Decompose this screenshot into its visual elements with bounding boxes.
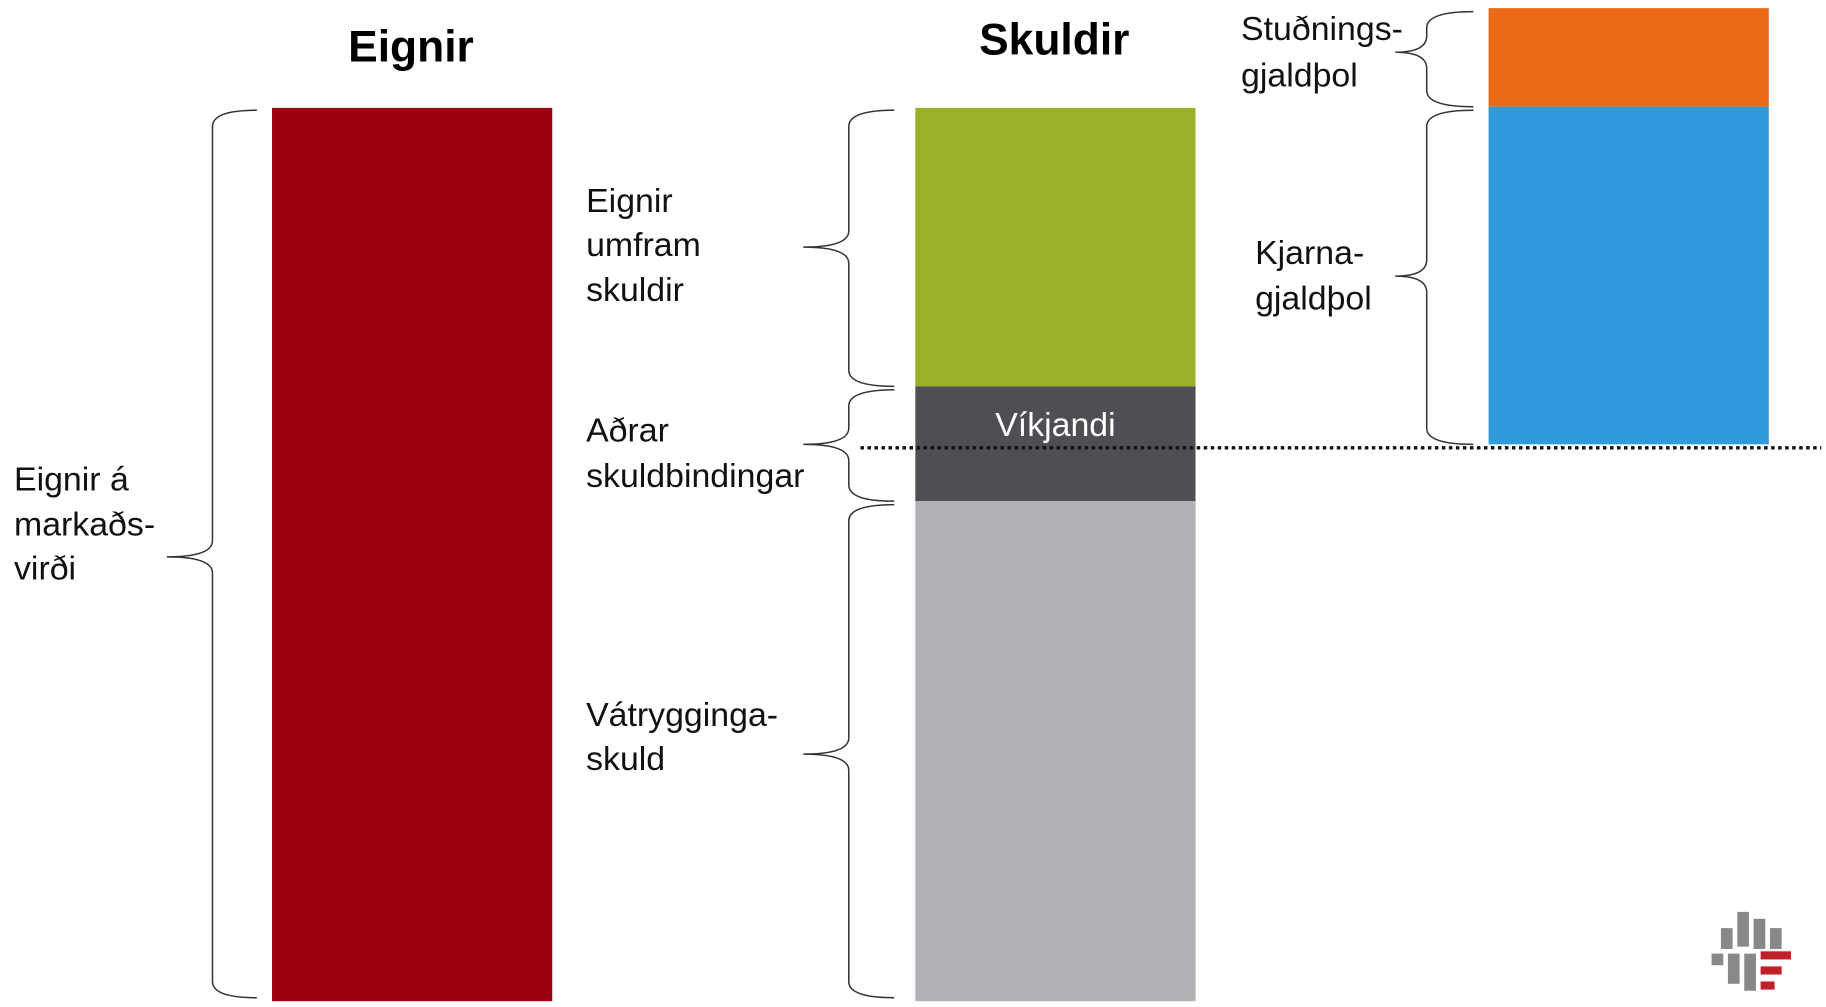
brace <box>1395 109 1474 446</box>
label-line: gjaldþol <box>1255 279 1372 317</box>
label-line: skuld <box>586 740 665 778</box>
logo-bar <box>1711 953 1724 966</box>
label-line: Eignir <box>586 182 673 220</box>
label-line: skuldbindingar <box>586 457 804 495</box>
technical-provisions-bar <box>915 501 1196 1002</box>
brace <box>166 109 257 999</box>
label-line: markaðs- <box>14 506 155 544</box>
logo-bar <box>1727 953 1740 984</box>
logo-bar <box>1760 951 1791 960</box>
assets-title: Eignir <box>348 23 474 72</box>
logo-bar <box>1720 928 1733 949</box>
logo-bar <box>1769 928 1782 949</box>
label-line: Stuðnings- <box>1241 10 1403 48</box>
basic-bar <box>1488 106 1769 445</box>
logo-bar <box>1760 966 1782 975</box>
logo-bar <box>1744 953 1756 991</box>
brace <box>803 109 895 388</box>
label-line: gjaldþol <box>1241 57 1358 95</box>
liabilities-title: Skuldir <box>979 16 1129 65</box>
label-line: Aðrar <box>586 412 669 450</box>
brace <box>803 503 895 999</box>
label-line: virði <box>14 550 76 588</box>
label-line: Kjarna- <box>1255 234 1364 272</box>
subordinated-label: Víkjandi <box>995 406 1115 444</box>
label-line: umfram <box>586 226 701 264</box>
logo-bar <box>1753 918 1766 949</box>
logo-bar <box>1737 911 1749 947</box>
brace <box>803 389 895 502</box>
logo-bar <box>1760 981 1775 990</box>
label-line: Vátrygginga- <box>586 696 778 734</box>
label-line: Eignir á <box>14 460 129 498</box>
ancillary-bar <box>1488 8 1769 107</box>
other-liabilities-bar <box>915 386 1196 502</box>
label-line: skuldir <box>586 271 684 309</box>
braces <box>166 10 1474 999</box>
brace <box>1395 10 1474 108</box>
assets-bar <box>272 107 553 1002</box>
logo <box>1711 911 1791 991</box>
excess-bar <box>915 107 1196 387</box>
